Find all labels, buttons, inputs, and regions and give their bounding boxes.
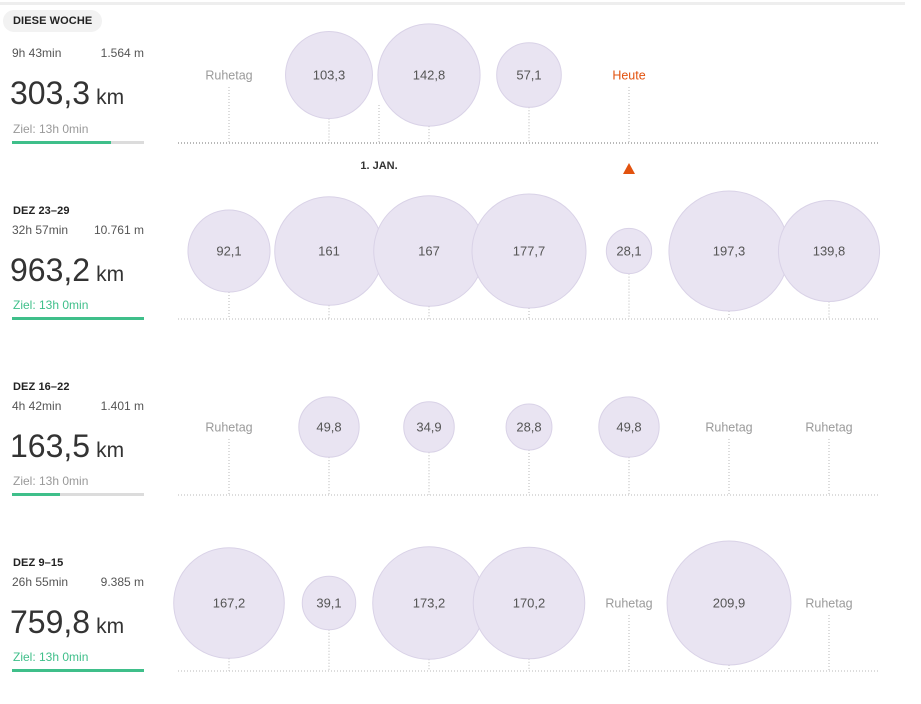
- day-value-label: 161: [318, 244, 340, 259]
- week-bubble-chart: 92,1 161 167 177,7 28,1 197,3 139,8: [178, 190, 881, 320]
- today-marker-icon: [623, 163, 635, 174]
- day-value-label: 170,2: [513, 596, 546, 611]
- week-distance-unit: km: [96, 263, 125, 286]
- week-duration: 26h 55min: [12, 575, 69, 589]
- week-distance-value: 163,5: [10, 428, 91, 464]
- day-value-label: 209,9: [713, 596, 746, 611]
- week-goal: Ziel: 13h 0min: [13, 122, 89, 136]
- day-bubble[interactable]: [505, 403, 553, 451]
- week-duration: 4h 42min: [12, 399, 62, 413]
- week-distance: 963,2 km: [10, 252, 124, 289]
- day-value-label: 57,1: [516, 68, 541, 83]
- day-value-label: 139,8: [813, 244, 846, 259]
- week-goal: Ziel: 13h 0min: [13, 650, 89, 664]
- day-bubble[interactable]: [598, 396, 660, 458]
- day-bubble[interactable]: [496, 42, 562, 108]
- day-bubble[interactable]: [301, 575, 357, 631]
- goal-progress-bar: [12, 669, 144, 672]
- day-value-label: 92,1: [216, 244, 241, 259]
- goal-progress-bar: [12, 141, 144, 144]
- rest-day-label: Ruhetag: [805, 597, 852, 611]
- day-value-label: 173,2: [413, 596, 446, 611]
- week-summary: DEZ 23–29 32h 57min 10.761 m 963,2 km Ziel: 1…: [0, 176, 160, 352]
- week-duration: 32h 57min: [12, 223, 69, 237]
- week-label: DIESE WOCHE: [3, 10, 103, 32]
- week-distance: 163,5 km: [10, 428, 124, 465]
- day-bubble[interactable]: [377, 23, 481, 127]
- week-goal: Ziel: 13h 0min: [13, 474, 89, 488]
- day-value-label: 197,3: [713, 244, 746, 259]
- week-row: DEZ 16–22 4h 42min 1.401 m 163,5 km Ziel: 13h…: [0, 352, 921, 528]
- week-bubble-chart: Ruhetag 103,3 142,8 57,1 Heute 1. JAN.: [178, 23, 880, 174]
- day-bubble[interactable]: [777, 199, 881, 303]
- week-row: DEZ 9–15 26h 55min 9.385 m 759,8 km Ziel: 13h…: [0, 528, 921, 704]
- week-label: DEZ 9–15: [13, 557, 64, 569]
- day-bubble[interactable]: [605, 227, 653, 275]
- goal-progress-fill: [12, 141, 111, 144]
- day-bubble[interactable]: [173, 547, 285, 659]
- week-goal: Ziel: 13h 0min: [13, 298, 89, 312]
- week-distance-unit: km: [96, 615, 125, 638]
- day-bubble[interactable]: [403, 401, 455, 453]
- rest-day-label: Ruhetag: [705, 421, 752, 435]
- week-duration: 9h 43min: [12, 46, 62, 60]
- rest-day-label: Ruhetag: [805, 421, 852, 435]
- goal-progress-fill: [12, 317, 144, 320]
- month-marker-label: 1. JAN.: [360, 160, 397, 172]
- week-label: DEZ 16–22: [13, 381, 70, 393]
- week-summary: DEZ 16–22 4h 42min 1.401 m 163,5 km Ziel: 13h…: [0, 352, 160, 528]
- day-value-label: 177,7: [513, 244, 546, 259]
- week-elevation: 1.564 m: [100, 46, 144, 60]
- day-value-label: 167,2: [213, 596, 246, 611]
- day-value-label: 39,1: [316, 596, 341, 611]
- day-bubble[interactable]: [187, 209, 271, 293]
- week-elevation: 9.385 m: [100, 575, 144, 589]
- day-value-label: 103,3: [313, 68, 346, 83]
- week-summary: DEZ 9–15 26h 55min 9.385 m 759,8 km Ziel: 13h…: [0, 528, 160, 704]
- week-distance-value: 759,8: [10, 604, 91, 640]
- week-distance-unit: km: [96, 86, 125, 109]
- rest-day-label: Ruhetag: [205, 421, 252, 435]
- day-value-label: 49,8: [616, 420, 641, 435]
- goal-progress-fill: [12, 493, 60, 496]
- week-elevation: 10.761 m: [93, 223, 144, 237]
- week-distance-unit: km: [96, 439, 125, 462]
- week-distance-value: 963,2: [10, 252, 91, 288]
- day-value-label: 34,9: [416, 420, 441, 435]
- week-bubble-chart: 167,2 39,1 173,2 170,2 Ruhetag 209,9 Ruhetag: [173, 540, 880, 672]
- week-distance-value: 303,3: [10, 75, 91, 111]
- day-value-label: 28,8: [516, 420, 541, 435]
- day-value-label: 49,8: [316, 420, 341, 435]
- today-label: Heute: [612, 69, 645, 83]
- day-bubble[interactable]: [666, 540, 792, 666]
- week-elevation: 1.401 m: [100, 399, 144, 413]
- goal-progress-bar: [12, 317, 144, 320]
- day-bubble[interactable]: [471, 193, 587, 309]
- week-distance: 759,8 km: [10, 604, 124, 641]
- goal-progress-bar: [12, 493, 144, 496]
- day-value-label: 28,1: [616, 244, 641, 259]
- rest-day-label: Ruhetag: [605, 597, 652, 611]
- week-summary: DIESE WOCHE 9h 43min 1.564 m 303,3 km Ziel: 1…: [0, 0, 160, 176]
- week-bubble-chart: Ruhetag 49,8 34,9 28,8 49,8 Ruhetag Ruhetag: [178, 396, 880, 496]
- day-bubble[interactable]: [472, 546, 586, 660]
- day-value-label: 142,8: [413, 68, 446, 83]
- day-bubble[interactable]: [298, 396, 360, 458]
- day-value-label: 167: [418, 244, 440, 259]
- week-row: DEZ 23–29 32h 57min 10.761 m 963,2 km Ziel: 1…: [0, 176, 921, 352]
- week-label: DEZ 23–29: [13, 205, 70, 217]
- goal-progress-fill: [12, 669, 144, 672]
- week-distance: 303,3 km: [10, 75, 124, 112]
- top-divider: [0, 2, 905, 5]
- week-row: DIESE WOCHE 9h 43min 1.564 m 303,3 km Ziel: 1…: [0, 0, 921, 176]
- rest-day-label: Ruhetag: [205, 69, 252, 83]
- day-bubble[interactable]: [285, 31, 373, 119]
